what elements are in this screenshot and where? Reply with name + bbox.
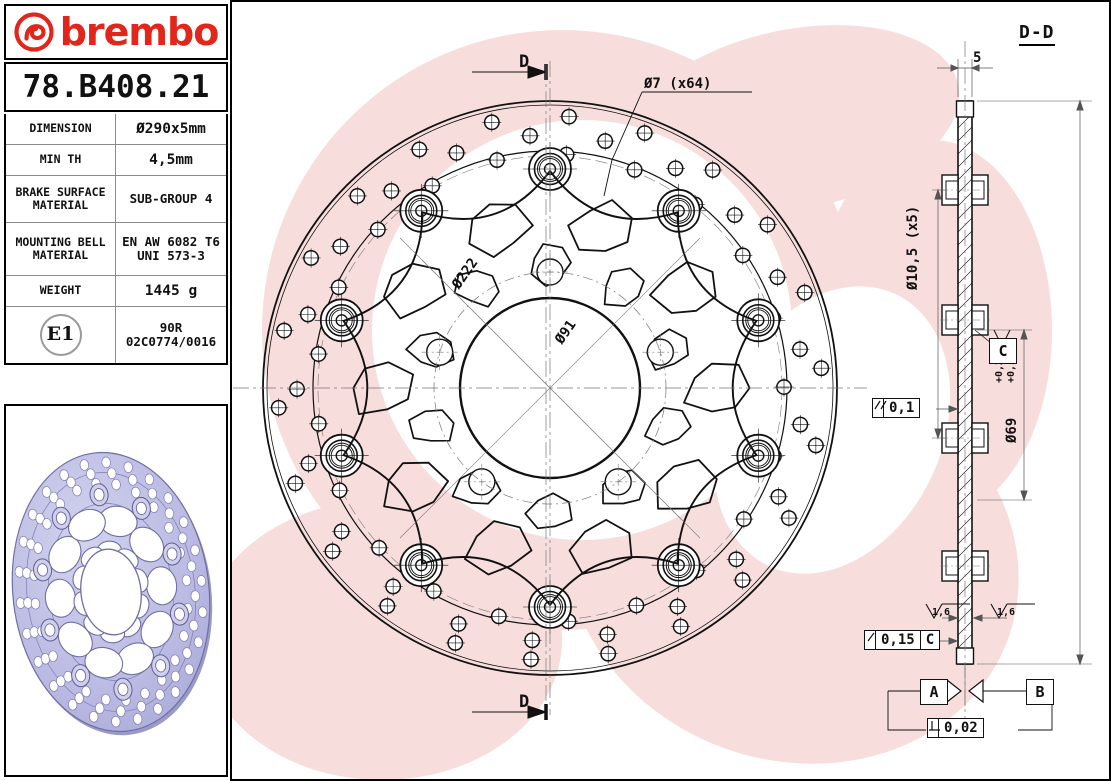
perpendicularity-icon <box>928 719 940 737</box>
table-row: MOUNTING BELL MATERIAL EN AW 6082 T6 UNI… <box>6 222 226 275</box>
e1-badge: E1 <box>39 314 82 356</box>
spec-label-line2: MATERIAL <box>32 248 89 262</box>
spec-value-line2: 02C0774/0016 <box>125 334 217 349</box>
brand-wordmark: brembo <box>59 10 220 54</box>
table-row: WEIGHT 1445 g <box>6 275 226 306</box>
spec-value: 4,5mm <box>149 151 193 168</box>
roughness-left-value: 1,6 <box>932 607 951 618</box>
spec-label-line1: MOUNTING BELL <box>15 234 106 249</box>
brand-logo-cell: brembo <box>4 4 228 60</box>
info-panel: brembo 78.B408.21 DIMENSION Ø290x5mm MIN… <box>0 0 232 781</box>
spec-value: SUB-GROUP 4 <box>129 190 213 206</box>
hole-callout: Ø7 (x64) <box>644 76 712 92</box>
section-marker-bottom: D <box>519 692 530 712</box>
parallelism-icon <box>873 399 887 417</box>
perpendicularity-fcf: 0,02 <box>927 718 984 738</box>
spec-value: EN AW 6082 T6 UNI 573-3 <box>116 223 226 275</box>
spec-label: MOUNTING BELL MATERIAL <box>6 223 116 275</box>
part-code-cell: 78.B408.21 <box>4 62 228 112</box>
table-row: MIN TH 4,5mm <box>6 144 226 175</box>
spec-label: DIMENSION <box>6 114 116 144</box>
drawing-sheet: D-D D D Ø7 (x64) Ø222 Ø91 5 Ø10,5 (x5) 2… <box>232 0 1111 781</box>
part-code: 78.B408.21 <box>22 69 210 105</box>
perpendicularity-tolerance: 0,02 <box>944 720 978 736</box>
datum-c-box: C <box>989 338 1017 364</box>
spec-label-line2: MATERIAL <box>32 198 89 212</box>
datum-b-box: B <box>1026 679 1054 705</box>
runout-icon <box>865 631 876 649</box>
spec-value: 90R 02C0774/0016 <box>116 307 226 363</box>
spec-value: 1445 g <box>144 282 198 299</box>
spec-label: WEIGHT <box>6 276 116 306</box>
spec-label-line1: BRAKE SURFACE <box>15 184 106 199</box>
datum-a-box: A <box>920 679 948 705</box>
spec-label: BRAKE SURFACE MATERIAL <box>6 176 116 222</box>
runout-fcf: 0,15 C <box>864 630 941 650</box>
spec-value-line1: 90R <box>159 319 183 335</box>
front-view-drawing <box>233 41 1092 734</box>
watermark-brembo <box>232 25 1052 780</box>
section-title-dd: D-D <box>1019 22 1055 46</box>
runout-datum: C <box>925 632 935 648</box>
parallelism-tolerance: 0,1 <box>889 400 915 416</box>
spec-table: DIMENSION Ø290x5mm MIN TH 4,5mm BRAKE SU… <box>4 114 228 365</box>
table-row: DIMENSION Ø290x5mm <box>6 114 226 144</box>
table-row: BRAKE SURFACE MATERIAL SUB-GROUP 4 <box>6 175 226 222</box>
table-row: E1 90R 02C0774/0016 <box>6 306 226 363</box>
brake-disc-render <box>11 451 213 736</box>
spec-value: Ø290x5mm <box>136 120 206 137</box>
section-marker-top: D <box>519 52 530 72</box>
mount-hole-label: Ø10,5 (x5) <box>905 205 921 290</box>
parallelism-fcf: 0,1 <box>872 398 921 418</box>
bell-bore-dia-label: Ø69 <box>1004 417 1020 443</box>
product-photo-cell <box>4 404 228 777</box>
runout-tolerance: 0,15 <box>876 631 921 649</box>
spec-value-line1: EN AW 6082 T6 <box>122 233 220 249</box>
homologation-mark: E1 <box>6 307 116 363</box>
brembo-logo-icon <box>14 12 54 52</box>
thickness-label: 5 <box>973 50 982 66</box>
spec-label: MIN TH <box>6 145 116 175</box>
spec-value-line2: UNI 573-3 <box>137 248 205 263</box>
roughness-right-value: 1,6 <box>997 607 1016 618</box>
